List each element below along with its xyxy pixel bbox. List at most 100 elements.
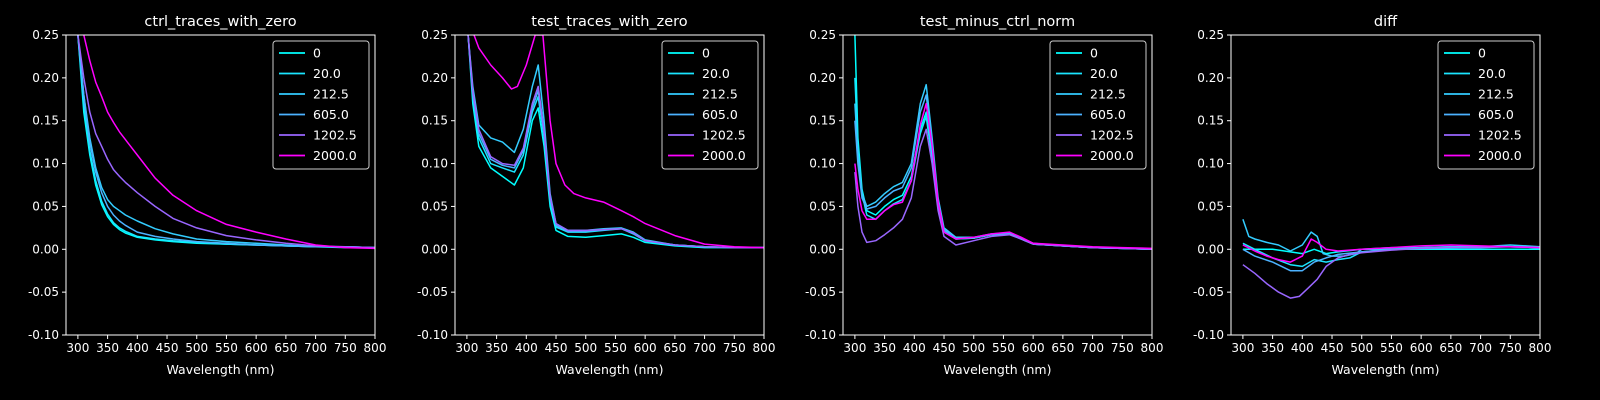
- legend-label: 1202.5: [702, 128, 746, 143]
- axes-frame: [1230, 34, 1541, 336]
- y-tick-label: 0.25: [32, 28, 59, 42]
- series-group: [1242, 219, 1540, 299]
- x-tick-label: 450: [545, 341, 568, 355]
- x-tick-label: 750: [334, 341, 357, 355]
- x-axis-label: Wavelength (nm): [1332, 362, 1440, 377]
- x-tick-label: 400: [1291, 341, 1314, 355]
- x-tick-label: 500: [185, 341, 208, 355]
- axes-frame: [454, 34, 765, 336]
- legend-label: 2000.0: [313, 148, 357, 163]
- x-tick-label: 800: [364, 341, 387, 355]
- legend-label: 20.0: [702, 66, 730, 81]
- x-axis-label: Wavelength (nm): [556, 362, 664, 377]
- series-line-212.5: [77, 35, 375, 249]
- x-tick-label: 500: [1350, 341, 1373, 355]
- chart-title: diff: [1374, 14, 1398, 30]
- chart-panel-2: 300 350 400 450 500 550 600 650 700 750 800 -0.10 -0…: [417, 14, 776, 377]
- y-tick-label: 0.05: [32, 199, 59, 213]
- series-group: [77, 35, 375, 250]
- legend-label: 20.0: [313, 66, 341, 81]
- legend-label: 212.5: [313, 87, 349, 102]
- x-tick-label: 400: [903, 341, 926, 355]
- legend: 0 20.0 212.5 605.0 1202.5 2000.0: [1049, 40, 1147, 170]
- y-tick-label: 0.15: [809, 114, 836, 128]
- y-tick-label: 0.25: [421, 28, 448, 42]
- legend-label: 605.0: [1090, 107, 1126, 122]
- x-axis-label: Wavelength (nm): [944, 362, 1052, 377]
- series-group: [854, 35, 1152, 251]
- x-tick-label: 500: [962, 341, 985, 355]
- legend-label: 2000.0: [1478, 148, 1522, 163]
- y-tick-label: 0.15: [1197, 114, 1224, 128]
- series-line-2000.0: [83, 35, 375, 250]
- axes-frame: [65, 34, 376, 336]
- legend-label: 605.0: [702, 107, 738, 122]
- y-tick-label: 0.10: [1197, 157, 1224, 171]
- y-tick-label: 0.15: [32, 114, 59, 128]
- chart-panel-4: 300 350 400 450 500 550 600 650 700 750 800 -0.10 -0…: [1193, 14, 1552, 377]
- y-tick-label: -0.10: [1193, 328, 1224, 342]
- x-tick-label: 650: [663, 341, 686, 355]
- series-group: [467, 35, 764, 249]
- legend-label: 212.5: [1090, 87, 1126, 102]
- series-line-605.0: [77, 35, 375, 249]
- legend-label: 0: [1478, 46, 1486, 61]
- x-tick-label: 300: [66, 341, 89, 355]
- series-line-2000.0: [1242, 238, 1540, 263]
- x-tick-label: 300: [455, 341, 478, 355]
- x-tick-label: 550: [604, 341, 627, 355]
- y-tick-label: 0.10: [32, 157, 59, 171]
- x-tick-label: 550: [992, 341, 1015, 355]
- y-tick-label: 0.05: [421, 199, 448, 213]
- y-tick-label: -0.10: [805, 328, 836, 342]
- y-tick-label: -0.05: [417, 285, 448, 299]
- legend: 0 20.0 212.5 605.0 1202.5 2000.0: [272, 40, 370, 170]
- legend-label: 212.5: [1478, 87, 1514, 102]
- legend-label: 20.0: [1478, 66, 1506, 81]
- x-tick-label: 300: [1231, 341, 1254, 355]
- legend-label: 0: [1090, 46, 1098, 61]
- y-tick-label: -0.05: [1193, 285, 1224, 299]
- x-tick-label: 600: [1022, 341, 1045, 355]
- legend-label: 605.0: [1478, 107, 1514, 122]
- x-tick-label: 350: [485, 341, 508, 355]
- chart-panel-3: 300 350 400 450 500 550 600 650 700 750 800 -0.10 -0…: [805, 14, 1164, 377]
- legend-label: 605.0: [313, 107, 349, 122]
- x-tick-label: 800: [1141, 341, 1164, 355]
- x-tick-label: 650: [1051, 341, 1074, 355]
- x-tick-label: 550: [1380, 341, 1403, 355]
- y-tick-label: 0.00: [421, 242, 448, 256]
- x-tick-label: 450: [933, 341, 956, 355]
- x-tick-label: 700: [1469, 341, 1492, 355]
- series-line-1202.5: [77, 35, 375, 249]
- y-tick-label: 0.15: [421, 114, 448, 128]
- x-tick-label: 700: [1081, 341, 1104, 355]
- x-tick-label: 700: [304, 341, 327, 355]
- y-tick-label: 0.05: [809, 199, 836, 213]
- x-tick-label: 600: [245, 341, 268, 355]
- x-tick-label: 800: [753, 341, 776, 355]
- y-tick-label: -0.05: [28, 285, 59, 299]
- x-tick-label: 400: [515, 341, 538, 355]
- x-tick-label: 800: [1529, 341, 1552, 355]
- x-axis-label: Wavelength (nm): [167, 362, 275, 377]
- x-tick-label: 750: [1499, 341, 1522, 355]
- legend-label: 2000.0: [702, 148, 746, 163]
- chart-panel-1: 300 350 400 450 500 550 600 650 700 750 800 -0.10 -0…: [28, 14, 387, 377]
- y-tick-label: -0.05: [805, 285, 836, 299]
- y-tick-label: 0.25: [1197, 28, 1224, 42]
- x-tick-label: 400: [126, 341, 149, 355]
- series-line-0: [1242, 248, 1540, 255]
- legend-label: 2000.0: [1090, 148, 1134, 163]
- y-tick-label: 0.00: [1197, 242, 1224, 256]
- legend-label: 1202.5: [313, 128, 357, 143]
- x-tick-label: 600: [1410, 341, 1433, 355]
- y-tick-label: 0.10: [809, 157, 836, 171]
- y-tick-label: -0.10: [28, 328, 59, 342]
- legend-label: 212.5: [702, 87, 738, 102]
- x-tick-label: 650: [1439, 341, 1462, 355]
- chart-title: ctrl_traces_with_zero: [144, 14, 296, 30]
- x-tick-label: 750: [723, 341, 746, 355]
- x-tick-label: 750: [1111, 341, 1134, 355]
